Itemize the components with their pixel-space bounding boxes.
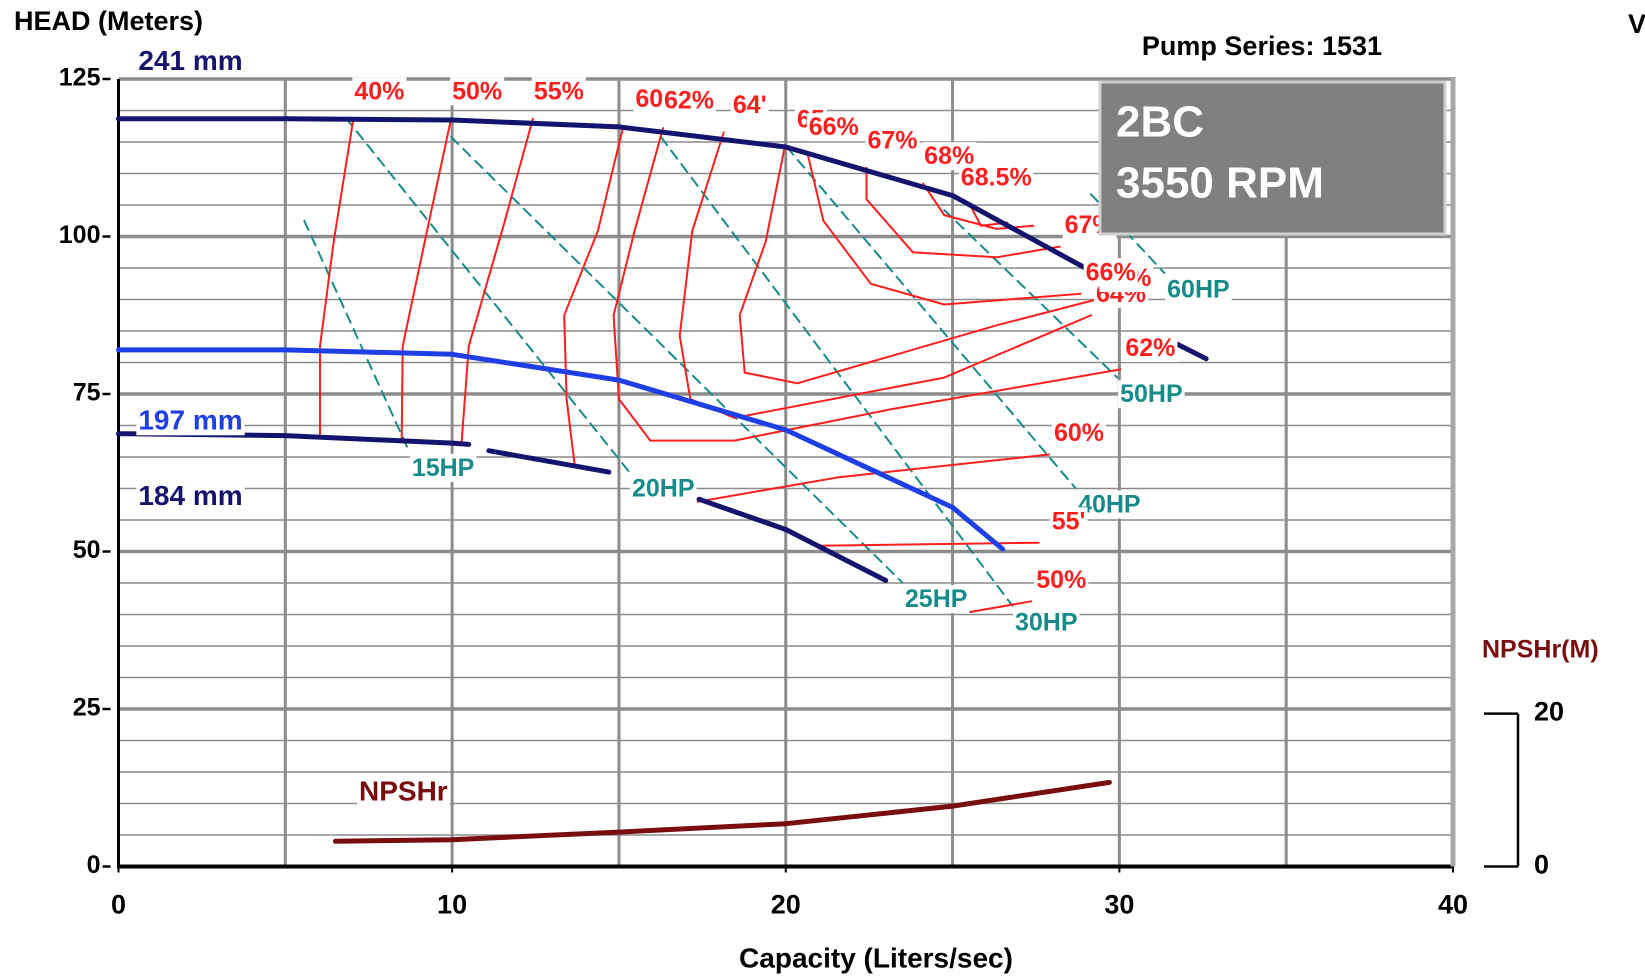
label-bg: [1123, 334, 1178, 363]
curve-label: 40%: [354, 77, 404, 105]
y-tick-label: 125: [59, 64, 101, 92]
chart-title: Pump Series: 1531: [1142, 31, 1382, 61]
label-bg: [806, 113, 861, 142]
label-bg: [136, 404, 245, 436]
curve-label: 25HP: [905, 585, 968, 613]
curve-label: 55': [1052, 507, 1086, 535]
labels: 0 25 50 75 100 125 0 10 20 30 40 15HP 20HP 25HP 30HP 40…: [59, 45, 1468, 920]
label-bg: [531, 77, 586, 106]
curve-label: 60HP: [1167, 276, 1230, 304]
label-bg: [1049, 507, 1088, 536]
npshr-curve: [332, 779, 1112, 844]
label-bg: [136, 480, 245, 512]
efficiency-line: [738, 146, 1098, 385]
curve-label: 241 mm: [138, 45, 242, 76]
y-tick-label: 25: [73, 694, 101, 722]
speed: 3550 RPM: [1116, 159, 1324, 208]
curve-label: 60: [635, 85, 663, 113]
power-line: [450, 136, 904, 584]
curve-label: 55%: [534, 77, 584, 105]
curve-label: 50%: [1036, 566, 1086, 594]
y-tick-label: 100: [59, 221, 101, 249]
label-bg: [1083, 258, 1138, 287]
label-bg: [865, 126, 920, 155]
x-tick-label: 40: [1438, 890, 1468, 920]
curve-label: 66%: [1086, 258, 1136, 286]
curve-label: 66%: [809, 113, 859, 141]
label-bg: [136, 45, 245, 77]
curve-label: 15HP: [412, 454, 475, 482]
model-box: [1098, 80, 1447, 236]
y-tick-label: 0: [87, 851, 101, 879]
efficiency-line: [865, 166, 1061, 259]
efficiency-line: [400, 117, 1033, 613]
x-tick-label: 20: [771, 890, 801, 920]
curve-label: 62%: [664, 87, 714, 115]
label-bg: [958, 163, 1034, 192]
label-bg: [1051, 419, 1107, 448]
power-line: [345, 117, 631, 474]
label-bg: [450, 77, 505, 106]
x-tick-label: 10: [437, 890, 467, 920]
curve-label: 64': [733, 91, 767, 119]
x-tick-label: 0: [111, 890, 126, 920]
label-bg: [409, 453, 477, 482]
curve-label: 50HP: [1120, 380, 1183, 408]
y-tick-label: 75: [73, 379, 101, 407]
label-bg: [730, 91, 769, 120]
curve-label: 68.5%: [961, 164, 1032, 192]
efficiency-line: [612, 127, 1122, 442]
curve-label: 197 mm: [138, 404, 242, 435]
x-axis-label: Capacity (Liters/sec): [739, 942, 1013, 973]
curve-label: 67%: [867, 126, 917, 154]
curve-label: 20HP: [632, 475, 695, 503]
corner-note: V: [1628, 9, 1645, 39]
label-bg: [357, 775, 450, 807]
curves: [116, 116, 1209, 844]
curve-label: 40HP: [1078, 490, 1141, 518]
head-curve: [116, 116, 1209, 362]
label-bg: [1165, 275, 1232, 304]
model: 2BC: [1116, 98, 1204, 147]
efficiency-line: [969, 204, 1009, 227]
y2-axis-label: NPSHr(M): [1482, 636, 1599, 664]
power-line: [785, 146, 1077, 489]
label-bg: [902, 584, 970, 613]
y2-tick-label: 0: [1534, 850, 1549, 880]
curve-label: 50%: [452, 77, 502, 105]
curve-label: 30HP: [1015, 608, 1078, 636]
efficiency-line: [806, 153, 1082, 306]
label-bg: [1118, 380, 1185, 409]
efficiency-line: [460, 117, 1040, 547]
curve-label: 60%: [1054, 419, 1104, 447]
curve-label: NPSHr: [359, 776, 448, 807]
y-axis-label: HEAD (Meters): [14, 6, 203, 36]
x-tick-label: 30: [1104, 890, 1134, 920]
label-bg: [661, 86, 716, 115]
head-curve: [116, 347, 1006, 552]
power-line: [303, 219, 411, 453]
y-tick-label: 50: [73, 536, 101, 564]
label-bg: [1013, 608, 1080, 637]
y2-tick-label: 20: [1534, 697, 1564, 727]
label-bg: [1034, 565, 1089, 594]
curve-label: 184 mm: [138, 480, 242, 511]
efficiency-line: [563, 125, 1050, 503]
label-bg: [352, 77, 407, 106]
curve-label: 62%: [1125, 334, 1175, 362]
label-bg: [630, 474, 697, 503]
power-line: [943, 209, 1119, 379]
efficiency-line: [319, 117, 355, 437]
label-bg: [633, 84, 666, 113]
